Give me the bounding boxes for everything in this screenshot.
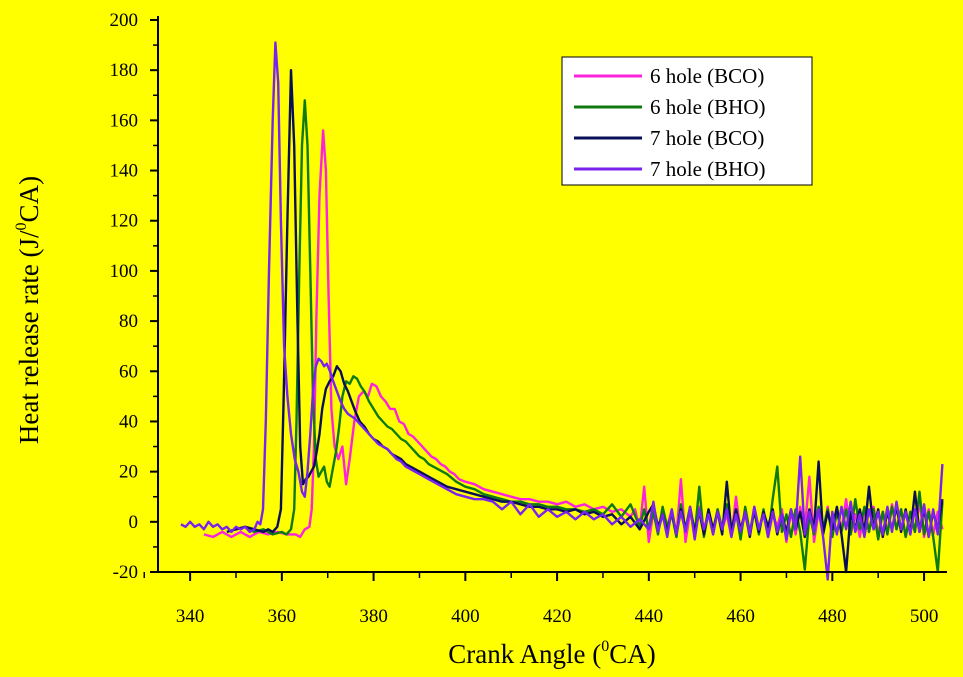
x-tick-label: 440 bbox=[635, 606, 664, 627]
y-tick-label: 140 bbox=[110, 161, 139, 182]
x-tick-label: 360 bbox=[268, 606, 297, 627]
y-tick-label: 60 bbox=[119, 361, 138, 382]
y-axis-title-post: CA) bbox=[14, 176, 44, 223]
x-axis-title-post: CA) bbox=[609, 639, 656, 669]
y-tick-label: 20 bbox=[119, 462, 138, 483]
y-tick-label: -20 bbox=[113, 562, 138, 583]
series-line-3 bbox=[226, 69, 944, 574]
x-tick-label: 500 bbox=[910, 606, 939, 627]
y-axis-title-pre: Heat release rate (J/ bbox=[14, 230, 44, 444]
x-axis-title-sup: 0 bbox=[601, 638, 609, 655]
x-axis-title-pre: Crank Angle ( bbox=[448, 639, 601, 669]
legend-label-4: 7 hole (BHO) bbox=[650, 157, 765, 181]
axes-group: -20 0 20 40 60 80 100 120 140 160 180 200 340 360 380 4… bbox=[110, 10, 947, 627]
legend-box bbox=[561, 56, 813, 186]
x-tick-label: 420 bbox=[543, 606, 572, 627]
y-axis-title-sup: 0 bbox=[13, 222, 30, 230]
legend-label-3: 7 hole (BCO) bbox=[650, 126, 764, 150]
legend: 6 hole (BCO) 6 hole (BHO) 7 hole (BCO) 7 ho… bbox=[561, 56, 813, 186]
y-axis-title: Heat release rate (J/0CA) bbox=[13, 176, 44, 444]
x-axis-title: Crank Angle (0CA) bbox=[448, 638, 655, 669]
x-tick-label: 380 bbox=[359, 606, 388, 627]
y-tick-label: 100 bbox=[110, 261, 139, 282]
x-tick-label: 400 bbox=[451, 606, 480, 627]
y-tick-label: 120 bbox=[110, 211, 139, 232]
y-tick-label: 40 bbox=[119, 411, 138, 432]
x-tick-label: 340 bbox=[176, 606, 205, 627]
series-line-1 bbox=[203, 129, 944, 544]
y-tick-label: 0 bbox=[129, 512, 139, 533]
x-tick-label: 460 bbox=[726, 606, 755, 627]
x-tick-label: 480 bbox=[818, 606, 847, 627]
legend-label-2: 6 hole (BHO) bbox=[650, 95, 765, 119]
y-tick-label: 160 bbox=[110, 110, 139, 131]
y-tick-label: 200 bbox=[110, 10, 139, 31]
legend-label-1: 6 hole (BCO) bbox=[650, 64, 764, 88]
y-tick-label: 80 bbox=[119, 311, 138, 332]
y-tick-label: 180 bbox=[110, 60, 139, 81]
